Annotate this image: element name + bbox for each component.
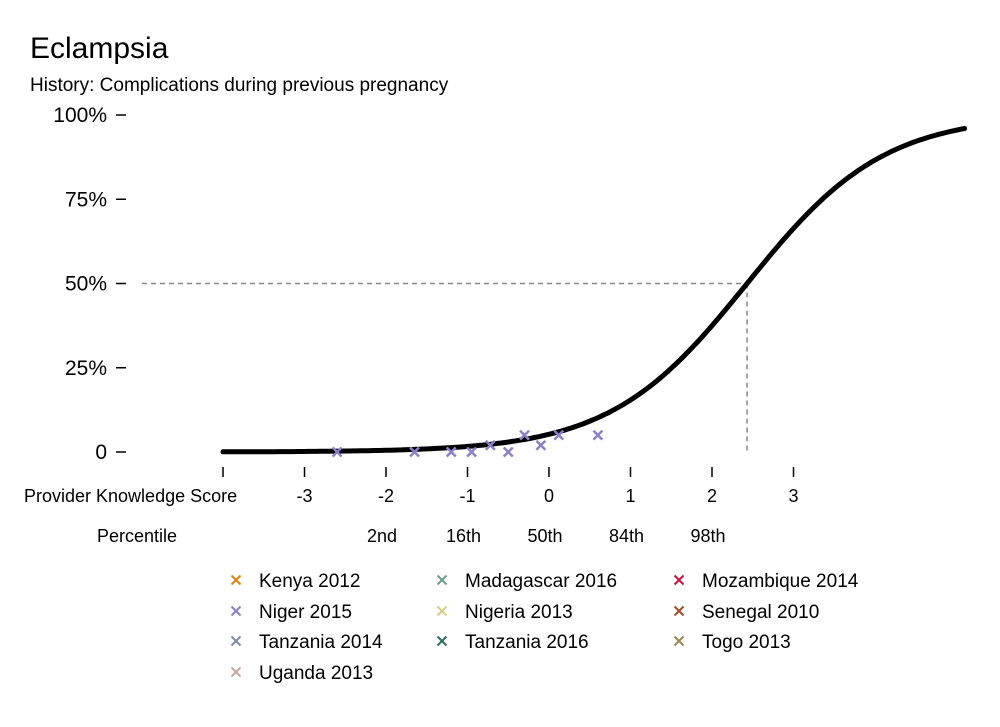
legend-marker bbox=[673, 605, 685, 617]
probability-curve bbox=[220, 126, 968, 455]
legend-item: Tanzania 2016 bbox=[436, 632, 589, 653]
legend-item: Niger 2015 bbox=[230, 602, 352, 623]
percentile-tick-label: 2nd bbox=[367, 526, 397, 546]
x-tick-label: -3 bbox=[296, 486, 312, 506]
percentile-label: Percentile bbox=[97, 526, 177, 546]
legend-label: Kenya 2012 bbox=[259, 571, 360, 592]
percentile-tick-label: 50th bbox=[527, 526, 562, 546]
y-tick-label: 25% bbox=[65, 357, 107, 380]
data-point bbox=[409, 446, 420, 458]
legend-marker bbox=[230, 635, 242, 647]
legend-marker bbox=[230, 574, 242, 586]
y-tick-label: 50% bbox=[65, 273, 107, 296]
data-point bbox=[535, 439, 547, 451]
chart-title: Eclampsia bbox=[30, 32, 169, 65]
legend-marker bbox=[673, 574, 685, 586]
legend-item: Nigeria 2013 bbox=[436, 602, 573, 623]
legend-label: Mozambique 2014 bbox=[702, 571, 859, 592]
data-point bbox=[466, 446, 477, 458]
data-point bbox=[331, 446, 343, 458]
x-tick-label: 1 bbox=[625, 486, 635, 506]
legend-item: Uganda 2013 bbox=[230, 663, 373, 684]
legend-label: Nigeria 2013 bbox=[465, 602, 573, 623]
data-point bbox=[484, 439, 496, 451]
legend-marker bbox=[436, 574, 448, 586]
legend-marker bbox=[230, 605, 242, 617]
y-tick-label: 100% bbox=[53, 104, 107, 127]
percentile-tick-label: 98th bbox=[690, 526, 725, 546]
data-point bbox=[553, 429, 565, 441]
reference-lines bbox=[142, 282, 748, 452]
x-tick-label: 2 bbox=[707, 486, 717, 506]
y-tick-label: 75% bbox=[65, 188, 107, 211]
legend-label: Uganda 2013 bbox=[259, 663, 373, 684]
y-axis: 0 25% 50% 75% 100% bbox=[53, 104, 126, 464]
legend-item: Kenya 2012 bbox=[230, 571, 360, 592]
legend-marker bbox=[230, 666, 242, 678]
y-tick-label: 0 bbox=[95, 441, 107, 464]
legend-label: Madagascar 2016 bbox=[465, 571, 617, 592]
legend-label: Senegal 2010 bbox=[702, 602, 819, 623]
legend-item: Senegal 2010 bbox=[673, 602, 819, 623]
chart-subtitle: History: Complications during previous p… bbox=[30, 75, 449, 96]
data-point bbox=[445, 446, 457, 458]
legend-item: Togo 2013 bbox=[673, 632, 791, 653]
x-axis-label: Provider Knowledge Score bbox=[24, 486, 237, 506]
legend-item: Mozambique 2014 bbox=[673, 571, 859, 592]
legend-item: Tanzania 2014 bbox=[230, 632, 383, 653]
curve-layer bbox=[220, 126, 968, 455]
legend-item: Madagascar 2016 bbox=[436, 571, 617, 592]
legend-marker bbox=[673, 635, 685, 647]
data-point bbox=[519, 429, 530, 441]
legend-label: Tanzania 2014 bbox=[259, 632, 383, 653]
legend-marker bbox=[436, 605, 448, 617]
legend-label: Niger 2015 bbox=[259, 602, 352, 623]
x-tick-label: -1 bbox=[459, 486, 475, 506]
percentile-tick-label: 16th bbox=[446, 526, 481, 546]
data-point bbox=[502, 446, 514, 458]
legend-marker bbox=[436, 635, 448, 647]
legend-label: Togo 2013 bbox=[702, 632, 791, 653]
legend-label: Tanzania 2016 bbox=[465, 632, 589, 653]
legend: Kenya 2012 Madagascar 2016 Mozambique 2014… bbox=[230, 571, 859, 684]
x-axis: Provider Knowledge Score Percentile -3 -2… bbox=[24, 467, 799, 546]
points-layer bbox=[331, 429, 604, 458]
x-tick-label: 3 bbox=[788, 486, 798, 506]
x-tick-label: -2 bbox=[378, 486, 394, 506]
percentile-tick-label: 84th bbox=[609, 526, 644, 546]
x-tick-label: 0 bbox=[544, 486, 554, 506]
data-point bbox=[592, 429, 604, 441]
